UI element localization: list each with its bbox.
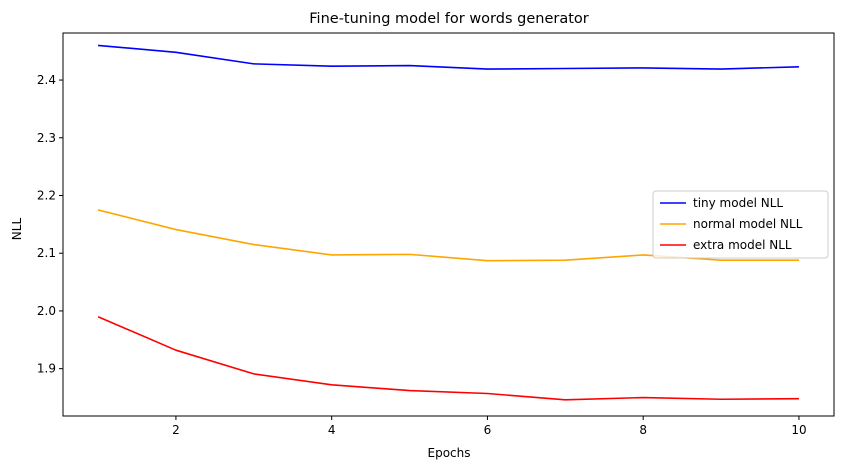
chart-title: Fine-tuning model for words generator <box>309 11 589 27</box>
series-line-2 <box>97 315 799 401</box>
x-tick-label: 4 <box>328 423 336 437</box>
y-tick-label: 2.4 <box>37 73 56 87</box>
legend-box <box>652 190 829 259</box>
y-tick-label: 2.2 <box>37 188 56 202</box>
plot-frame <box>62 32 835 417</box>
y-tick-label: 2.3 <box>37 131 56 145</box>
legend-label-2: extra model NLL <box>693 238 792 252</box>
legend-label-0: tiny model NLL <box>693 196 783 210</box>
legend: tiny model NLL normal model NLL extra mode… <box>652 190 829 259</box>
y-tick-label: 1.9 <box>37 362 56 376</box>
x-axis-label: Epochs <box>428 446 471 460</box>
y-tick-label: 2.1 <box>37 246 56 260</box>
plot-area: 2 4 6 8 10 1.9 2.0 2.1 2.2 2.3 2.4 <box>37 32 835 437</box>
series-line-0 <box>97 44 799 70</box>
y-tick-label: 2.0 <box>37 304 56 318</box>
y-axis-label: NLL <box>10 218 24 241</box>
x-tick-label: 6 <box>484 423 492 437</box>
x-tick-label: 8 <box>639 423 647 437</box>
x-tick-label: 10 <box>791 423 806 437</box>
x-tick-label: 2 <box>172 423 180 437</box>
legend-label-1: normal model NLL <box>693 217 803 231</box>
